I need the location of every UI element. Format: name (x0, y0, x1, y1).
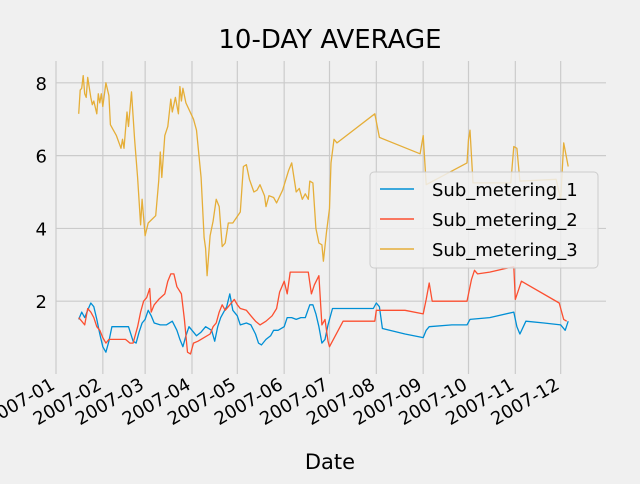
x-axis-label: Date (305, 450, 355, 474)
x-tick-labels: 2007-012007-022007-032007-042007-052007-… (0, 374, 563, 430)
series-line-sub-metering-3 (78, 74, 569, 277)
y-tick-label: 6 (36, 147, 47, 168)
legend-label: Sub_metering_3 (432, 240, 578, 261)
y-tick-label: 2 (36, 292, 47, 313)
y-tick-labels: 2 4 6 8 (36, 74, 47, 313)
legend-box (369, 171, 599, 269)
chart-title: 10-DAY AVERAGE (218, 25, 441, 55)
legend-label: Sub_metering_2 (432, 210, 578, 231)
series-line-sub-metering-1 (78, 293, 569, 353)
y-tick-label: 4 (36, 219, 47, 240)
legend: Sub_metering_1 Sub_metering_2 Sub_metering… (369, 171, 599, 269)
y-tick-label: 8 (36, 74, 47, 95)
series-lines (78, 74, 569, 355)
series-line-sub-metering-2 (78, 265, 568, 355)
legend-label: Sub_metering_1 (432, 180, 578, 201)
